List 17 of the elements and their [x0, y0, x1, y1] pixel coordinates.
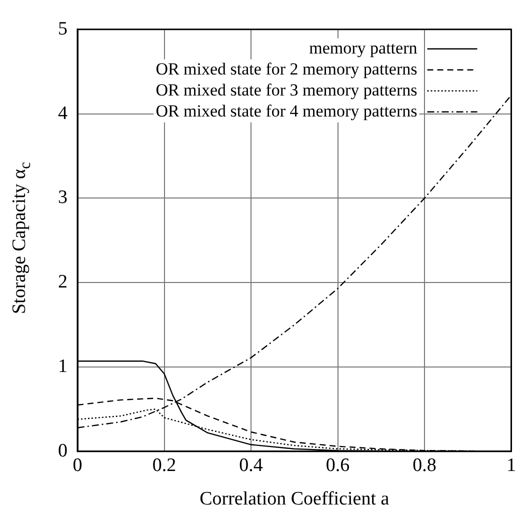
y-tick-label: 1 — [58, 356, 68, 377]
x-tick-label: 0 — [72, 454, 82, 476]
y-tick-label: 0 — [58, 440, 68, 462]
y-tick-label: 2 — [58, 272, 68, 293]
y-tick-label: 3 — [58, 187, 68, 208]
legend-label: OR mixed state for 3 memory patterns — [156, 80, 418, 100]
x-axis-title: Correlation Coefficient a — [200, 488, 390, 510]
legend-label: memory pattern — [309, 38, 418, 58]
legend-label: OR mixed state for 2 memory patterns — [156, 59, 418, 78]
x-tick-label: 0.8 — [412, 454, 436, 476]
x-tick-label: 1 — [506, 454, 516, 476]
y-tick-label: 4 — [58, 102, 68, 124]
x-tick-label: 0.2 — [152, 454, 176, 476]
x-tick-label: 0.4 — [239, 454, 264, 476]
legend-label: OR mixed state for 4 memory patterns — [156, 101, 418, 120]
x-tick-label: 0.6 — [326, 454, 350, 476]
y-tick-label: 5 — [58, 18, 68, 40]
